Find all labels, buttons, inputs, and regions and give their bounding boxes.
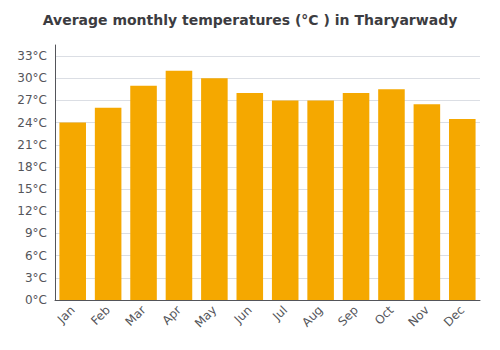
svg-text:Sep: Sep	[335, 303, 361, 329]
svg-text:24°C: 24°C	[17, 116, 47, 130]
svg-text:27°C: 27°C	[17, 93, 47, 107]
svg-text:9°C: 9°C	[25, 226, 47, 240]
svg-text:Average monthly temperatures (: Average monthly temperatures (°C ) in Th…	[43, 12, 458, 28]
svg-text:Mar: Mar	[123, 303, 149, 329]
svg-text:18°C: 18°C	[17, 160, 47, 174]
svg-text:Feb: Feb	[88, 303, 113, 328]
svg-text:Jul: Jul	[269, 303, 290, 324]
svg-text:3°C: 3°C	[25, 271, 47, 285]
svg-text:Jan: Jan	[54, 303, 78, 327]
svg-text:Apr: Apr	[159, 303, 184, 328]
svg-text:Dec: Dec	[441, 303, 467, 329]
svg-text:15°C: 15°C	[17, 182, 47, 196]
svg-text:0°C: 0°C	[25, 293, 47, 307]
svg-text:6°C: 6°C	[25, 249, 47, 263]
svg-text:Jun: Jun	[231, 303, 255, 327]
svg-text:Oct: Oct	[372, 303, 397, 328]
svg-text:12°C: 12°C	[17, 204, 47, 218]
svg-text:30°C: 30°C	[17, 71, 47, 85]
svg-text:33°C: 33°C	[17, 49, 47, 63]
svg-text:21°C: 21°C	[17, 138, 47, 152]
svg-text:Nov: Nov	[405, 303, 431, 329]
svg-text:May: May	[192, 303, 219, 330]
svg-text:Aug: Aug	[299, 303, 325, 329]
